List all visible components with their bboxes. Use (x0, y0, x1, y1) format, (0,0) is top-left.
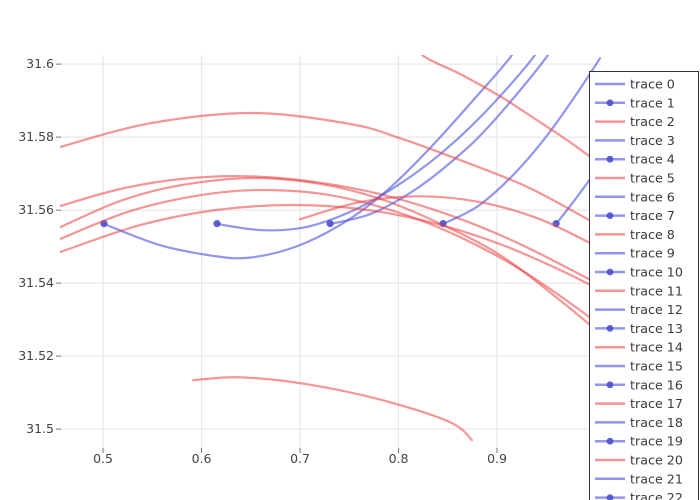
trace-path-20[interactable] (192, 376, 474, 442)
legend-item-17[interactable]: trace 17 (595, 396, 683, 411)
y-tick-label-31.6: 31.6 (26, 56, 54, 71)
trace-path-6[interactable] (329, 31, 556, 226)
legend-label-18[interactable]: trace 18 (630, 415, 683, 430)
legend-marker-sample-13 (606, 325, 614, 332)
legend-item-21[interactable]: trace 21 (595, 471, 683, 486)
legend-label-8[interactable]: trace 8 (630, 227, 675, 242)
x-tick-label-0.8: 0.8 (389, 451, 409, 466)
legend-item-2[interactable]: trace 2 (595, 114, 675, 129)
legend-label-20[interactable]: trace 20 (630, 453, 683, 468)
trace-path-11[interactable] (60, 203, 602, 292)
trace-path-9[interactable] (441, 57, 602, 226)
legend-item-11[interactable]: trace 11 (595, 283, 683, 298)
legend-marker-sample-22 (606, 494, 614, 500)
legend-label-14[interactable]: trace 14 (630, 340, 683, 355)
legend-marker-sample-19 (606, 437, 614, 445)
legend-item-0[interactable]: trace 0 (595, 77, 675, 92)
x-tick-label-0.9: 0.9 (487, 451, 507, 466)
legend-label-10[interactable]: trace 10 (630, 265, 683, 280)
legend-item-13[interactable]: trace 13 (595, 321, 683, 336)
trace-path-14[interactable] (60, 111, 602, 228)
legend-item-6[interactable]: trace 6 (595, 189, 675, 204)
trace-path-5[interactable] (60, 176, 602, 335)
legend-label-13[interactable]: trace 13 (630, 321, 683, 336)
legend-item-22[interactable]: trace 22 (595, 490, 683, 500)
legend-label-1[interactable]: trace 1 (630, 95, 675, 110)
legend-marker-sample-7 (606, 212, 614, 220)
legend-item-12[interactable]: trace 12 (595, 302, 683, 317)
legend-label-19[interactable]: trace 19 (630, 434, 683, 449)
legend-item-5[interactable]: trace 5 (595, 171, 675, 186)
legend-item-19[interactable]: trace 19 (595, 434, 683, 449)
legend: trace 0 trace 1 trace 2 trace 3 trace 4 trace… (589, 71, 699, 500)
legend-label-2[interactable]: trace 2 (630, 114, 675, 129)
y-tick-label-31.52: 31.52 (18, 348, 54, 363)
legend-label-7[interactable]: trace 7 (630, 208, 675, 223)
legend-item-15[interactable]: trace 15 (595, 359, 683, 374)
trace-path-8[interactable] (60, 188, 602, 328)
y-tick-label-31.56: 31.56 (18, 202, 54, 217)
legend-marker-sample-16 (606, 381, 614, 389)
legend-label-16[interactable]: trace 16 (630, 377, 683, 392)
trace-path-17[interactable] (411, 35, 602, 166)
y-tick-label-31.54: 31.54 (18, 275, 54, 290)
legend-label-6[interactable]: trace 6 (630, 189, 675, 204)
legend-marker-sample-10 (606, 268, 614, 276)
legend-box (589, 71, 699, 500)
legend-label-15[interactable]: trace 15 (630, 359, 683, 374)
axis-tick-layer: 0.5 0.6 0.7 0.8 0.9 31.6 31.58 31.56 31.54 31.52 3… (18, 56, 507, 466)
legend-item-3[interactable]: trace 3 (595, 133, 675, 148)
legend-item-14[interactable]: trace 14 (595, 340, 683, 355)
legend-label-3[interactable]: trace 3 (630, 133, 675, 148)
trace-path-0[interactable] (102, 31, 522, 260)
legend-label-9[interactable]: trace 9 (630, 246, 675, 261)
trace-path-23[interactable] (298, 195, 602, 250)
legend-item-18[interactable]: trace 18 (595, 415, 683, 430)
trace-layer (60, 31, 602, 442)
legend-label-17[interactable]: trace 17 (630, 396, 683, 411)
x-tick-label-0.7: 0.7 (290, 451, 310, 466)
legend-label-5[interactable]: trace 5 (630, 171, 675, 186)
legend-item-16[interactable]: trace 16 (595, 377, 683, 392)
legend-label-0[interactable]: trace 0 (630, 77, 675, 92)
legend-item-7[interactable]: trace 7 (595, 208, 675, 223)
x-tick-label-0.5: 0.5 (93, 451, 113, 466)
legend-item-8[interactable]: trace 8 (595, 227, 675, 242)
legend-marker-sample-4 (606, 155, 614, 163)
legend-item-20[interactable]: trace 20 (595, 453, 683, 468)
legend-label-12[interactable]: trace 12 (630, 302, 683, 317)
legend-label-11[interactable]: trace 11 (630, 283, 683, 298)
legend-item-1[interactable]: trace 1 (595, 95, 675, 110)
x-tick-label-0.6: 0.6 (192, 451, 212, 466)
y-tick-label-31.58: 31.58 (18, 129, 54, 144)
legend-marker-sample-1 (606, 99, 614, 107)
grid-layer (60, 55, 602, 447)
legend-item-4[interactable]: trace 4 (595, 152, 675, 167)
legend-label-4[interactable]: trace 4 (630, 152, 675, 167)
legend-item-9[interactable]: trace 9 (595, 246, 675, 261)
legend-label-22[interactable]: trace 22 (630, 490, 683, 500)
trace-path-3[interactable] (215, 31, 543, 232)
trace-marker-7[interactable] (326, 220, 334, 228)
legend-item-10[interactable]: trace 10 (595, 265, 683, 280)
y-tick-label-31.5: 31.5 (26, 421, 54, 436)
legend-label-21[interactable]: trace 21 (630, 471, 683, 486)
trace-marker-4[interactable] (213, 220, 221, 228)
